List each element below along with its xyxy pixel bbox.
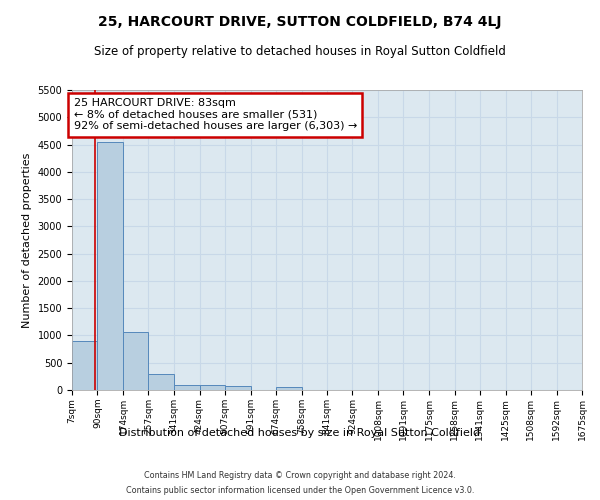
Bar xyxy=(97,142,123,390)
Bar xyxy=(174,384,199,390)
Text: Size of property relative to detached houses in Royal Sutton Coldfield: Size of property relative to detached ho… xyxy=(94,45,506,58)
Text: Contains public sector information licensed under the Open Government Licence v3: Contains public sector information licen… xyxy=(126,486,474,495)
Text: 25, HARCOURT DRIVE, SUTTON COLDFIELD, B74 4LJ: 25, HARCOURT DRIVE, SUTTON COLDFIELD, B7… xyxy=(98,15,502,29)
Bar xyxy=(148,374,174,390)
Text: Contains HM Land Registry data © Crown copyright and database right 2024.: Contains HM Land Registry data © Crown c… xyxy=(144,471,456,480)
Bar xyxy=(225,386,251,390)
Bar xyxy=(72,341,97,390)
Bar xyxy=(276,386,302,390)
Bar xyxy=(199,385,225,390)
Bar xyxy=(123,332,148,390)
Text: 25 HARCOURT DRIVE: 83sqm
← 8% of detached houses are smaller (531)
92% of semi-d: 25 HARCOURT DRIVE: 83sqm ← 8% of detache… xyxy=(74,98,357,132)
Text: Distribution of detached houses by size in Royal Sutton Coldfield: Distribution of detached houses by size … xyxy=(119,428,481,438)
Y-axis label: Number of detached properties: Number of detached properties xyxy=(22,152,32,328)
